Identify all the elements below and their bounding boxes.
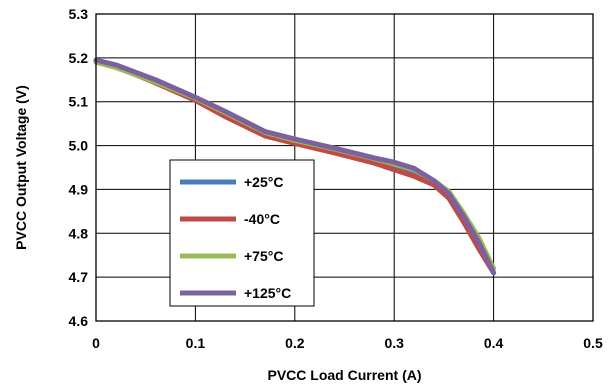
series-lines (93, 57, 497, 276)
x-axis-ticks: 0 0.1 0.2 0.3 0.4 0.5 (92, 335, 603, 351)
y-tick-label: 4.6 (69, 313, 89, 329)
legend-box (169, 159, 315, 307)
y-tick-label: 4.8 (69, 225, 89, 241)
y-axis-title: PVCC Output Voltage (V) (13, 85, 29, 250)
x-tick-label: 0.3 (384, 335, 404, 351)
x-tick-label: 0.5 (583, 335, 603, 351)
y-axis-ticks: 4.6 4.7 4.8 4.9 5.0 5.1 5.2 5.3 (69, 6, 89, 329)
legend: +25°C -40°C +75°C +125°C (169, 159, 315, 307)
legend-label: +25°C (244, 174, 283, 190)
x-tick-label: 0.2 (285, 335, 305, 351)
series-line-3 (93, 57, 497, 276)
y-tick-label: 4.7 (69, 269, 89, 285)
legend-label: -40°C (244, 211, 280, 227)
y-tick-label: 5.1 (69, 94, 89, 110)
y-tick-label: 5.3 (69, 6, 89, 22)
legend-label: +75°C (244, 248, 283, 264)
y-tick-label: 4.9 (69, 181, 89, 197)
x-tick-label: 0.1 (186, 335, 206, 351)
x-tick-label: 0.4 (484, 335, 504, 351)
y-tick-label: 5.0 (69, 138, 89, 154)
legend-label: +125°C (244, 285, 291, 301)
plot-border (95, 13, 594, 322)
x-axis-title: PVCC Load Current (A) (268, 367, 422, 383)
x-tick-label: 0 (92, 335, 100, 351)
y-tick-label: 5.2 (69, 50, 89, 66)
